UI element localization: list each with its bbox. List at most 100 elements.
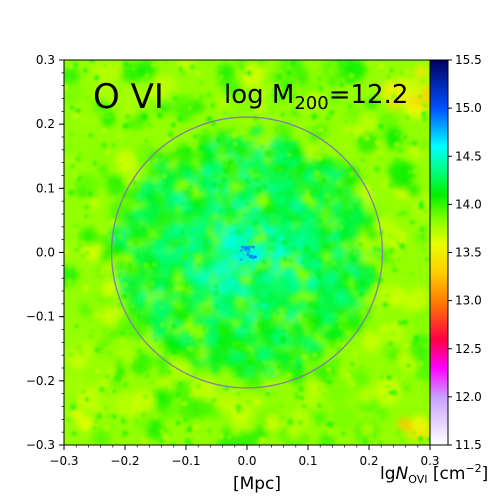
map-speckle [296, 304, 300, 308]
map-cell [221, 426, 232, 437]
map-speckle [313, 305, 319, 311]
map-speckle [92, 160, 98, 166]
map-speckle [388, 391, 393, 395]
map-cell [260, 289, 269, 298]
map-speckle [351, 120, 355, 124]
map-speckle [326, 185, 330, 190]
colorbar-tick-label: 14.0 [455, 197, 482, 211]
map-cell [342, 208, 356, 222]
map-speckle [246, 351, 250, 355]
map-speckle [383, 332, 388, 338]
map-speckle [159, 429, 164, 433]
map-speckle [144, 400, 147, 404]
map-speckle [108, 231, 113, 236]
map-speckle [74, 174, 79, 179]
map-cell [290, 145, 305, 161]
map-cell [75, 359, 84, 369]
map-speckle [214, 356, 220, 362]
map-speckle [287, 152, 291, 157]
map-speckle [360, 310, 365, 315]
map-speckle [277, 86, 283, 92]
map-speckle [361, 82, 366, 86]
map-speckle [181, 398, 186, 403]
map-speckle [418, 200, 425, 207]
map-speckle [403, 135, 408, 139]
map-cell [84, 142, 108, 165]
map-speckle [350, 381, 356, 387]
map-speckle [238, 64, 245, 71]
map-speckle [197, 429, 201, 433]
map-speckle [333, 313, 337, 317]
map-speckle [208, 106, 212, 111]
map-speckle [378, 123, 384, 129]
map-cell [265, 389, 290, 413]
map-speckle [362, 174, 368, 180]
map-speckle [130, 304, 135, 309]
map-cell [272, 331, 281, 340]
map-speckle [238, 395, 245, 402]
map-cell [413, 64, 429, 80]
map-speckle [64, 147, 67, 151]
map-cell [303, 95, 314, 106]
map-cell [274, 320, 280, 326]
map-speckle [400, 438, 404, 442]
map-cell [146, 307, 153, 314]
map-speckle [190, 437, 194, 441]
map-speckle [88, 133, 93, 138]
map-cell [279, 293, 290, 303]
map-speckle [68, 64, 73, 69]
map-speckle [197, 299, 201, 303]
map-speckle [214, 304, 220, 310]
core-pixel [246, 245, 250, 249]
map-cell [313, 261, 320, 268]
map-cell [309, 223, 322, 236]
map-cell [234, 429, 258, 445]
map-speckle [268, 151, 273, 157]
map-speckle [404, 68, 410, 74]
map-speckle [278, 124, 282, 127]
map-speckle [218, 183, 224, 190]
map-speckle [339, 325, 343, 329]
map-speckle [405, 115, 410, 120]
map-cell [97, 164, 108, 175]
map-speckle [183, 170, 190, 177]
map-speckle [182, 282, 189, 288]
map-speckle [246, 430, 250, 434]
map-speckle [117, 133, 123, 138]
map-speckle [281, 394, 284, 397]
map-speckle [212, 290, 219, 297]
map-speckle [97, 156, 101, 159]
map-speckle [75, 108, 81, 114]
map-speckle [418, 95, 422, 99]
map-speckle [318, 76, 322, 80]
map-speckle [403, 382, 408, 387]
map-speckle [233, 141, 238, 147]
map-speckle [79, 285, 82, 289]
map-speckle [372, 246, 378, 252]
colorbar [429, 59, 449, 446]
map-speckle [287, 218, 291, 222]
map-speckle [279, 404, 283, 408]
map-speckle [325, 115, 331, 121]
map-speckle [287, 66, 290, 69]
map-speckle [149, 220, 153, 225]
map-speckle [190, 197, 194, 200]
map-speckle [267, 246, 271, 250]
map-cell [128, 296, 135, 303]
map-speckle [131, 67, 136, 71]
map-speckle [65, 181, 70, 187]
map-speckle [261, 227, 265, 230]
map-speckle [64, 84, 69, 90]
map-cell [64, 200, 72, 211]
map-cell [177, 330, 193, 346]
map-speckle [317, 403, 322, 408]
map-speckle [412, 112, 416, 117]
map-speckle [220, 146, 227, 153]
map-speckle [66, 417, 71, 422]
map-speckle [282, 329, 286, 333]
map-speckle [180, 69, 187, 77]
map-speckle [187, 105, 192, 110]
map-speckle [339, 225, 343, 229]
map-speckle [378, 63, 384, 70]
map-speckle [280, 112, 285, 117]
